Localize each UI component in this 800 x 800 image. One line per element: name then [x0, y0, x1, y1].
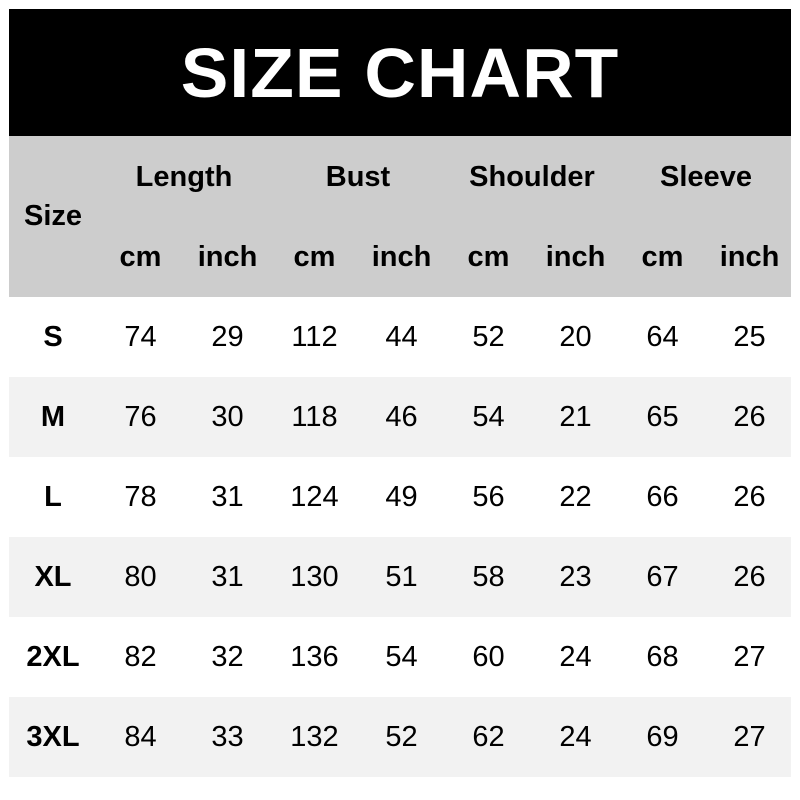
table-cell: 80 [124, 560, 157, 593]
table-cell: 54 [472, 400, 505, 433]
table-cell: 22 [559, 480, 592, 513]
page-title: SIZE CHART [180, 33, 620, 112]
table-cell: 58 [472, 560, 505, 593]
table-cell: 26 [733, 560, 766, 593]
table-header [9, 136, 791, 297]
table-cell: 49 [385, 480, 418, 513]
unit-header: cm [641, 241, 684, 273]
table-cell: 24 [559, 720, 592, 753]
table-cell: 51 [385, 560, 418, 593]
unit-header: cm [119, 241, 162, 273]
table-cell: 78 [124, 480, 157, 513]
group-header-length: Length [135, 161, 233, 193]
table-cell: 68 [646, 640, 679, 673]
size-label: M [40, 400, 66, 433]
table-cell: 60 [472, 640, 505, 673]
table-cell: 56 [472, 480, 505, 513]
table-cell: 27 [733, 720, 766, 753]
group-header-shoulder: Shoulder [469, 161, 595, 193]
unit-header: cm [293, 241, 336, 273]
table-cell: 33 [211, 720, 244, 753]
unit-header: cm [467, 241, 510, 273]
table-cell: 26 [733, 480, 766, 513]
table-cell: 31 [211, 480, 244, 513]
table-cell: 130 [290, 560, 339, 593]
unit-header: inch [545, 241, 606, 273]
table-cell: 132 [290, 720, 339, 753]
table-cell: 76 [124, 400, 157, 433]
size-label: S [43, 320, 63, 353]
table-cell: 46 [385, 400, 418, 433]
size-header: Size [23, 200, 83, 232]
size-label: L [44, 480, 62, 513]
table-cell: 23 [559, 560, 592, 593]
size-label: XL [34, 560, 72, 593]
table-cell: 118 [291, 400, 338, 433]
table-cell: 24 [559, 640, 592, 673]
title-bar: SIZE CHART [9, 9, 791, 136]
table-cell: 27 [733, 640, 766, 673]
table-cell: 25 [733, 320, 766, 353]
table-cell: 124 [290, 480, 339, 513]
group-header-sleeve: Sleeve [660, 161, 752, 193]
table-cell: 20 [559, 320, 592, 353]
table-cell: 31 [211, 560, 244, 593]
table-row [9, 537, 791, 617]
unit-header: inch [197, 241, 258, 273]
table-cell: 64 [646, 320, 679, 353]
table-cell: 52 [472, 320, 505, 353]
table-cell: 54 [385, 640, 418, 673]
table-row [9, 377, 791, 457]
table-cell: 136 [290, 640, 339, 673]
unit-header: inch [371, 241, 432, 273]
table-cell: 65 [646, 400, 679, 433]
table-cell: 82 [124, 640, 157, 673]
table-cell: 112 [291, 320, 338, 353]
table-cell: 62 [472, 720, 505, 753]
group-header-bust: Bust [325, 161, 391, 193]
table-cell: 29 [211, 320, 244, 353]
table-cell: 26 [733, 400, 766, 433]
table-cell: 84 [124, 720, 157, 753]
table-cell: 74 [124, 320, 157, 353]
size-label: 3XL [26, 720, 80, 753]
size-label: 2XL [26, 640, 80, 673]
table-cell: 21 [559, 400, 592, 433]
table-cell: 69 [646, 720, 679, 753]
table-cell: 30 [211, 400, 244, 433]
table-cell: 66 [646, 480, 679, 513]
table-cell: 67 [646, 560, 679, 593]
table-cell: 52 [385, 720, 418, 753]
table-cell: 32 [211, 640, 244, 673]
table-row [9, 697, 791, 777]
unit-header: inch [719, 241, 780, 273]
table-cell: 44 [385, 320, 418, 353]
